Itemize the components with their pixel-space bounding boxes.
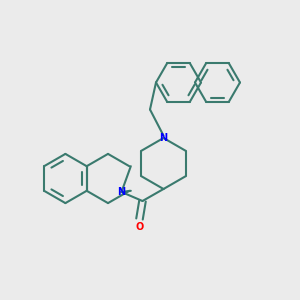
Text: O: O (135, 221, 144, 232)
Text: N: N (117, 187, 126, 197)
Text: N: N (159, 133, 168, 143)
